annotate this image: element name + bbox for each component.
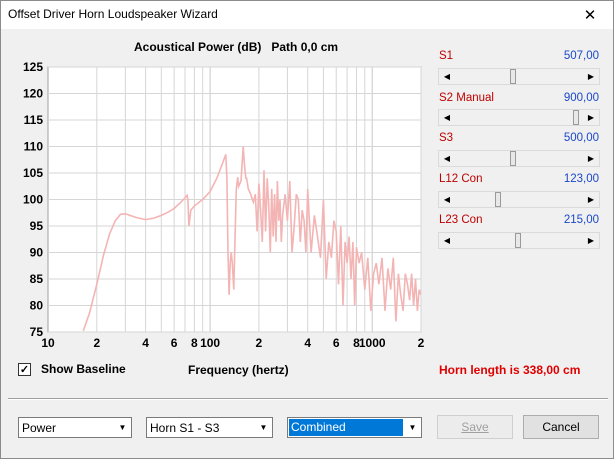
close-icon[interactable]: ✕ (583, 7, 597, 24)
slider-l12-value: 123,00 (563, 173, 599, 185)
scroll-right-icon[interactable]: ▶ (587, 195, 595, 204)
y-tick-label: 105 (23, 166, 43, 180)
slider-track[interactable] (455, 233, 583, 248)
x-tick-label: 4 (304, 336, 311, 350)
title-bar: Offset Driver Horn Loudspeaker Wizard ✕ (1, 1, 613, 29)
output-mode-value: Combined (288, 418, 404, 437)
check-icon[interactable]: ✓ (18, 362, 31, 376)
y-tick-label: 110 (24, 140, 44, 154)
horn-section-value: Horn S1 - S3 (150, 420, 220, 435)
slider-thumb[interactable] (514, 233, 521, 248)
slider-s2-label: S2 Manual (439, 92, 494, 104)
show-baseline-label: Show Baseline (41, 362, 126, 376)
save-button[interactable]: Save (437, 415, 513, 439)
slider-thumb[interactable] (495, 192, 502, 207)
scroll-left-icon[interactable]: ◀ (443, 113, 451, 122)
scroll-left-icon[interactable]: ◀ (443, 72, 451, 81)
slider-s3-scrollbar[interactable]: ◀ ▶ (438, 150, 600, 167)
x-tick-label: 2 (93, 336, 100, 350)
x-tick-label: 8 (191, 336, 198, 350)
chevron-down-icon[interactable]: ▼ (255, 418, 272, 437)
x-tick-label: 100 (200, 336, 220, 350)
plot-type-dropdown[interactable]: Power ▼ (18, 417, 132, 438)
x-tick-label: 4 (142, 336, 149, 350)
chevron-down-icon[interactable]: ▼ (114, 418, 131, 437)
slider-track[interactable] (455, 192, 583, 207)
plot-type-value: Power (22, 420, 57, 435)
show-baseline-checkbox[interactable]: ✓ Show Baseline (18, 362, 126, 376)
x-tick-label: 6 (333, 336, 340, 350)
slider-track[interactable] (455, 110, 583, 125)
x-tick-label: 1000 (359, 336, 386, 350)
scroll-left-icon[interactable]: ◀ (443, 154, 451, 163)
slider-l23-value: 215,00 (563, 214, 599, 226)
cancel-button[interactable]: Cancel (523, 415, 599, 439)
series-line (82, 146, 421, 332)
y-tick-label: 120 (23, 87, 43, 101)
scroll-left-icon[interactable]: ◀ (443, 195, 451, 204)
x-tick-label: 10 (41, 336, 55, 350)
slider-thumb[interactable] (573, 110, 580, 125)
horn-length-text: Horn length is 338,00 cm (439, 363, 581, 377)
slider-l12-scrollbar[interactable]: ◀ ▶ (438, 191, 600, 208)
slider-l23-label: L23 Con (439, 214, 483, 226)
scroll-right-icon[interactable]: ▶ (587, 154, 595, 163)
y-tick-label: 95 (30, 219, 44, 233)
x-tick-label: 2 (256, 336, 263, 350)
scroll-left-icon[interactable]: ◀ (443, 236, 451, 245)
slider-s1-scrollbar[interactable]: ◀ ▶ (438, 68, 600, 85)
save-button-label: Save (461, 420, 489, 434)
scroll-right-icon[interactable]: ▶ (587, 72, 595, 81)
slider-s1-label: S1 (439, 50, 454, 62)
slider-l23-scrollbar[interactable]: ◀ ▶ (438, 232, 600, 249)
y-tick-label: 80 (30, 299, 44, 313)
x-tick-label: 2 (418, 336, 425, 350)
slider-s3-value: 500,00 (563, 132, 599, 144)
x-tick-label: 8 (353, 336, 360, 350)
divider (8, 398, 608, 400)
horn-section-dropdown[interactable]: Horn S1 - S3 ▼ (146, 417, 273, 438)
slider-thumb[interactable] (509, 151, 516, 166)
slider-thumb[interactable] (509, 69, 516, 84)
y-tick-label: 125 (23, 60, 43, 74)
slider-s2-value: 900,00 (563, 92, 599, 104)
slider-l12-label: L12 Con (439, 173, 483, 185)
y-tick-label: 90 (30, 246, 44, 260)
y-tick-label: 75 (30, 325, 44, 339)
y-tick-label: 115 (24, 113, 44, 127)
chevron-down-icon[interactable]: ▼ (404, 418, 421, 437)
window-title: Offset Driver Horn Loudspeaker Wizard (8, 7, 218, 21)
scroll-right-icon[interactable]: ▶ (587, 236, 595, 245)
x-tick-label: 6 (171, 336, 178, 350)
slider-track[interactable] (455, 151, 583, 166)
slider-s1-value: 507,00 (563, 50, 599, 62)
x-axis-label: Frequency (hertz) (188, 363, 289, 377)
chart-title: Acoustical Power (dB) Path 0,0 cm (134, 40, 339, 54)
slider-s3-label: S3 (439, 132, 454, 144)
y-tick-label: 100 (23, 193, 43, 207)
output-mode-dropdown[interactable]: Combined ▼ (287, 417, 422, 438)
slider-track[interactable] (455, 69, 583, 84)
scroll-right-icon[interactable]: ▶ (587, 113, 595, 122)
y-tick-label: 85 (30, 272, 44, 286)
slider-s2-scrollbar[interactable]: ◀ ▶ (438, 109, 600, 126)
